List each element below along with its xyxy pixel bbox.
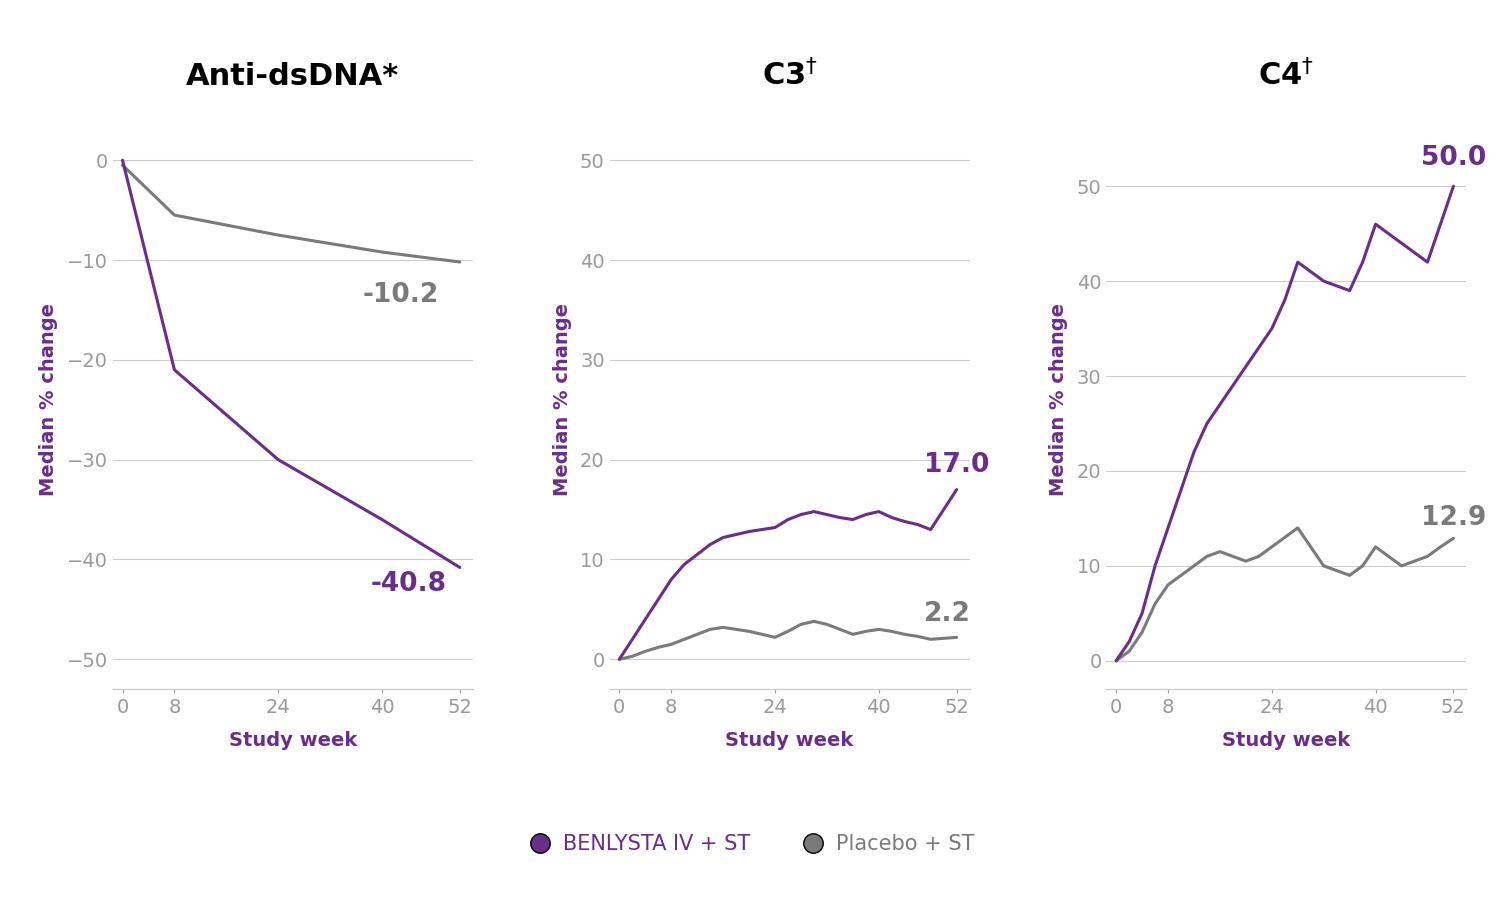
Text: -10.2: -10.2	[362, 282, 439, 308]
Text: 2.2: 2.2	[923, 601, 972, 628]
X-axis label: Study week: Study week	[1223, 732, 1351, 750]
Title: Anti-dsDNA*: Anti-dsDNA*	[186, 62, 400, 91]
Text: 12.9: 12.9	[1421, 505, 1486, 531]
Y-axis label: Median % change: Median % change	[1050, 303, 1068, 496]
Title: C4$^†$: C4$^†$	[1259, 59, 1314, 91]
Y-axis label: Median % change: Median % change	[552, 303, 572, 496]
Y-axis label: Median % change: Median % change	[39, 303, 59, 496]
X-axis label: Study week: Study week	[725, 732, 854, 750]
Legend: BENLYSTA IV + ST, Placebo + ST: BENLYSTA IV + ST, Placebo + ST	[522, 826, 982, 863]
Text: -40.8: -40.8	[371, 572, 447, 597]
Text: 17.0: 17.0	[923, 451, 990, 478]
Title: C3$^†$: C3$^†$	[761, 59, 818, 91]
X-axis label: Study week: Study week	[229, 732, 356, 750]
Text: 50.0: 50.0	[1421, 144, 1486, 171]
